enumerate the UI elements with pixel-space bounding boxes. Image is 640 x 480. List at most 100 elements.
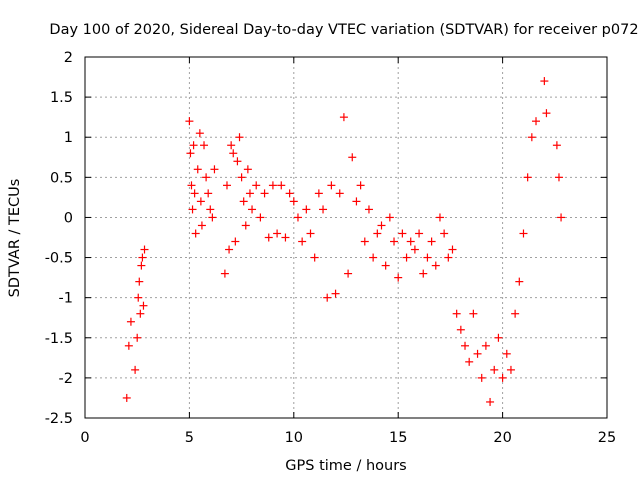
data-point [126,317,135,326]
data-point [515,277,524,286]
data-point [440,229,449,238]
ticks [84,56,608,419]
data-point [208,213,217,222]
data-point [136,309,145,318]
data-point [235,133,244,142]
data-point [427,237,436,246]
data-point [385,213,394,222]
data-point [348,153,357,162]
data-point [540,77,549,86]
data-point [552,141,561,150]
data-point [256,213,265,222]
data-point [481,341,490,350]
data-point [277,181,286,190]
data-point [195,129,204,138]
data-point [314,189,323,198]
data-point [319,205,328,214]
data-point [137,261,146,270]
data-point [494,333,503,342]
data-point [289,197,298,206]
data-point [220,269,229,278]
data-point [227,141,236,150]
x-tick-label: 5 [185,430,194,446]
data-point [360,237,369,246]
x-tick-label: 10 [285,430,303,446]
x-axis-label: GPS time / hours [285,458,406,474]
data-point [268,181,277,190]
data-point [419,269,428,278]
data-point [339,113,348,122]
data-point [435,213,444,222]
y-tick-label: -1 [59,291,73,307]
data-point [229,149,238,158]
y-tick-label: 0.5 [50,170,73,186]
data-point [241,221,250,230]
data-point [138,253,147,262]
y-tick-label: -2 [59,371,73,387]
data-point [373,229,382,238]
data-point [189,141,198,150]
data-point [293,213,302,222]
data-point [248,205,257,214]
data-point [204,189,213,198]
data-point [134,293,143,302]
y-axis-label: SDTVAR / TECUs [7,179,23,298]
data-point [239,197,248,206]
grid [85,57,607,418]
data-point [196,197,205,206]
data-point [344,269,353,278]
data-point [306,229,315,238]
data-point [364,205,373,214]
data-point [527,133,536,142]
data-point [477,373,486,382]
data-point [352,197,361,206]
data-points [122,77,566,406]
data-point [356,181,365,190]
data-point [469,309,478,318]
data-point [210,165,219,174]
data-point [415,229,424,238]
data-point [519,229,528,238]
data-point [498,373,507,382]
data-point [273,229,282,238]
y-tick-label: -1.5 [45,331,73,347]
data-point [245,189,254,198]
data-point [542,109,551,118]
y-tick-label: 1.5 [50,90,73,106]
data-point [233,157,242,166]
data-point [331,289,340,298]
y-tick-label: 1 [64,130,73,146]
data-point [139,301,148,310]
data-point [502,349,511,358]
data-point [252,181,261,190]
data-point [410,245,419,254]
data-point [206,205,215,214]
data-point [390,237,399,246]
data-point [124,341,133,350]
data-point [490,365,499,374]
data-point [554,173,563,182]
chart-title: Day 100 of 2020, Sidereal Day-to-day VTE… [49,22,638,38]
data-point [237,173,246,182]
data-point [298,237,307,246]
data-point [506,365,515,374]
data-point [369,253,378,262]
data-point [285,189,294,198]
data-point [131,365,140,374]
data-point [532,117,541,126]
data-point [281,233,290,242]
y-tick-label: -0.5 [45,251,73,267]
data-point [190,189,199,198]
data-point [200,141,209,150]
data-point [444,253,453,262]
data-point [473,349,482,358]
plot-frame [84,56,608,419]
data-point [323,293,332,302]
data-point [511,309,520,318]
data-point [185,117,194,126]
y-tick-label: -2.5 [45,411,73,427]
data-point [456,325,465,334]
data-point [187,181,196,190]
data-point [243,165,252,174]
